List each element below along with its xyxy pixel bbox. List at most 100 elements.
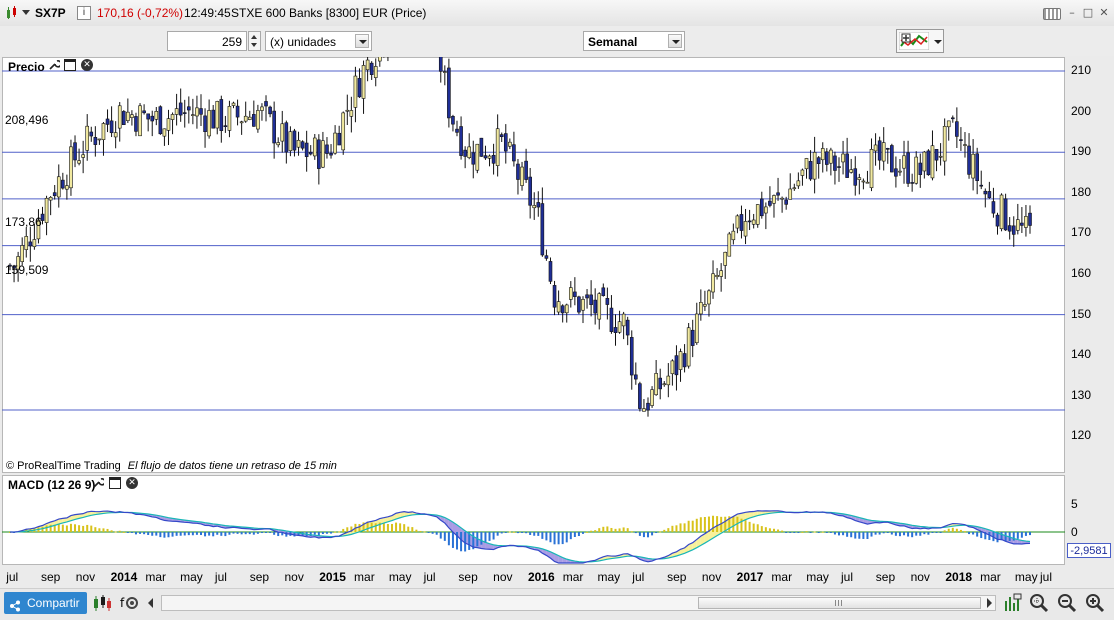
stepper-down-icon[interactable] (251, 43, 257, 47)
macd-histogram-bar (261, 532, 263, 533)
close-panel-icon[interactable]: ✕ (126, 477, 138, 489)
window-icon[interactable] (64, 59, 76, 71)
macd-histogram-bar (562, 532, 564, 544)
candle-body (130, 115, 133, 118)
candle-body (699, 302, 702, 314)
candle-body (793, 188, 796, 189)
macd-histogram-bar (440, 532, 442, 539)
candle-body (1012, 226, 1015, 235)
candle-body (549, 261, 552, 281)
macd-current-value: -2,9581 (1067, 543, 1111, 558)
macd-histogram-bar (891, 532, 893, 535)
candle-body (602, 288, 605, 296)
window-icon[interactable] (109, 477, 121, 489)
macd-histogram-bar (395, 523, 397, 532)
close-icon[interactable]: ✕ (1097, 6, 1111, 19)
macd-histogram-bar (838, 532, 840, 535)
macd-histogram-bar (647, 532, 649, 537)
macd-histogram-bar (948, 529, 950, 532)
candle-body (447, 68, 450, 118)
units-select[interactable]: (x) unidades (265, 31, 372, 51)
macd-histogram-bar (651, 532, 653, 535)
x-axis-label: mar (354, 570, 375, 584)
macd-histogram-bar (204, 532, 206, 536)
macd-histogram-bar (700, 517, 702, 532)
candle-body (163, 129, 166, 136)
macd-histogram-bar (224, 532, 226, 536)
chart-type-icon[interactable] (93, 594, 113, 612)
candle-body (748, 221, 751, 222)
scrollbar-thumb[interactable] (698, 597, 981, 609)
macd-histogram-bar (549, 532, 551, 542)
candle-body (468, 147, 471, 158)
macd-histogram-bar (62, 525, 64, 532)
timeframe-select[interactable]: Semanal (583, 31, 685, 51)
close-panel-icon[interactable]: ✕ (81, 59, 93, 71)
indicator-settings-icon[interactable]: f (119, 594, 141, 612)
units-input[interactable]: 259 (167, 31, 247, 51)
candle-body (716, 275, 719, 276)
wrench-icon[interactable] (48, 59, 60, 71)
macd-histogram-bar (273, 532, 275, 535)
chevron-down-icon[interactable] (934, 40, 942, 44)
chevron-down-icon[interactable] (668, 34, 682, 48)
macd-histogram-bar (111, 530, 113, 532)
macd-histogram-bar (529, 532, 531, 535)
macd-histogram-bar (834, 532, 836, 534)
x-axis-label: sep (41, 570, 60, 584)
macd-histogram-bar (159, 532, 161, 537)
zoom-out-icon[interactable] (1057, 593, 1077, 613)
zoom-in-icon[interactable] (1085, 593, 1105, 613)
candle-body (768, 201, 771, 205)
share-button[interactable]: Compartir (4, 592, 87, 614)
x-axis-label: sep (250, 570, 269, 584)
macd-histogram-bar (249, 532, 251, 534)
macd-histogram-bar (493, 532, 495, 540)
macd-histogram-bar (663, 530, 665, 532)
stepper-up-icon[interactable] (251, 35, 257, 39)
candle-body (606, 298, 609, 304)
x-axis-label: jul (215, 570, 227, 584)
candle-body (346, 110, 349, 111)
macd-histogram-bar (850, 532, 852, 537)
macd-histogram-bar (497, 532, 499, 536)
lock-scroll-icon[interactable] (1004, 593, 1022, 613)
candle-body (724, 252, 727, 265)
macd-histogram-bar (846, 532, 848, 537)
maximize-icon[interactable]: □ (1081, 6, 1095, 19)
macd-histogram-bar (233, 532, 235, 534)
symbol-name[interactable]: SX7P (35, 6, 66, 20)
x-axis-label: may (1015, 570, 1038, 584)
zoom-fit-icon[interactable] (1029, 593, 1049, 613)
candle-body (472, 153, 475, 164)
macd-histogram-bar (509, 531, 511, 532)
horizontal-scrollbar[interactable] (161, 595, 996, 611)
scroll-right-icon[interactable] (987, 598, 992, 608)
info-icon[interactable]: i (77, 6, 91, 20)
candle-body (667, 376, 670, 385)
candle-body (833, 156, 836, 171)
chevron-down-icon[interactable] (355, 34, 369, 48)
macd-histogram-bar (484, 532, 486, 543)
scroll-left-icon[interactable] (148, 598, 153, 608)
keyboard-icon[interactable] (1043, 8, 1061, 20)
candle-body (947, 121, 950, 127)
macd-chart[interactable] (2, 475, 1065, 565)
macd-histogram-bar (338, 531, 340, 532)
add-indicator-button[interactable] (896, 29, 944, 53)
minimize-icon[interactable]: – (1065, 6, 1079, 19)
candle-body (594, 300, 597, 313)
candle-body (963, 145, 966, 146)
macd-histogram-bar (586, 532, 588, 533)
macd-y-tick: 0 (1071, 525, 1078, 539)
units-stepper[interactable] (248, 31, 261, 51)
candle-body (508, 142, 511, 146)
candle-body (285, 123, 288, 152)
macd-histogram-bar (452, 532, 454, 548)
symbol-dropdown-icon[interactable] (22, 10, 30, 15)
candle-body (573, 292, 576, 297)
candle-body (789, 189, 792, 199)
price-chart[interactable] (2, 57, 1065, 473)
candle-body (325, 145, 328, 154)
wrench-icon[interactable] (92, 477, 104, 489)
